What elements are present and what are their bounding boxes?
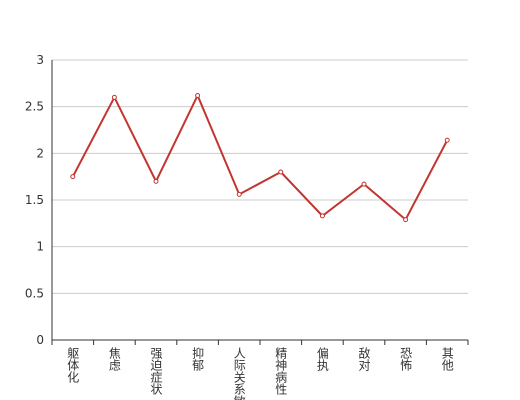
y-tick-label: 1.5 [25, 193, 44, 207]
point [236, 191, 242, 197]
x-tick-label: 人际关系敏感 [232, 347, 246, 400]
y-tick-label: 0.5 [25, 286, 44, 300]
point [111, 94, 117, 100]
x-tick-label: 抑郁 [191, 346, 205, 372]
x-tick-label: 敌对 [357, 346, 371, 371]
y-tick-label: 0 [36, 333, 44, 347]
point [195, 92, 201, 98]
line [71, 93, 449, 222]
x-tick-label: 焦虑 [107, 347, 121, 371]
point [403, 217, 409, 223]
point [444, 137, 450, 143]
y-tick-label: 2 [36, 146, 44, 160]
y-tick-label: 2.5 [25, 100, 44, 114]
x-tick-label: 偏执 [315, 346, 329, 372]
x-tick-label: 精神病性 [274, 347, 288, 396]
x-tick-label: 恐怖 [399, 347, 413, 371]
x-tick-label: 强迫症状 [149, 347, 163, 395]
point [70, 174, 76, 180]
point [278, 169, 284, 175]
x-tick-label: 其他 [440, 347, 454, 371]
x-tick-label: 躯体化 [66, 346, 80, 384]
y-tick-label: 1 [36, 240, 44, 254]
point [361, 181, 367, 187]
y-tick-label: 3 [36, 53, 44, 67]
point [153, 178, 159, 184]
point [319, 213, 325, 219]
